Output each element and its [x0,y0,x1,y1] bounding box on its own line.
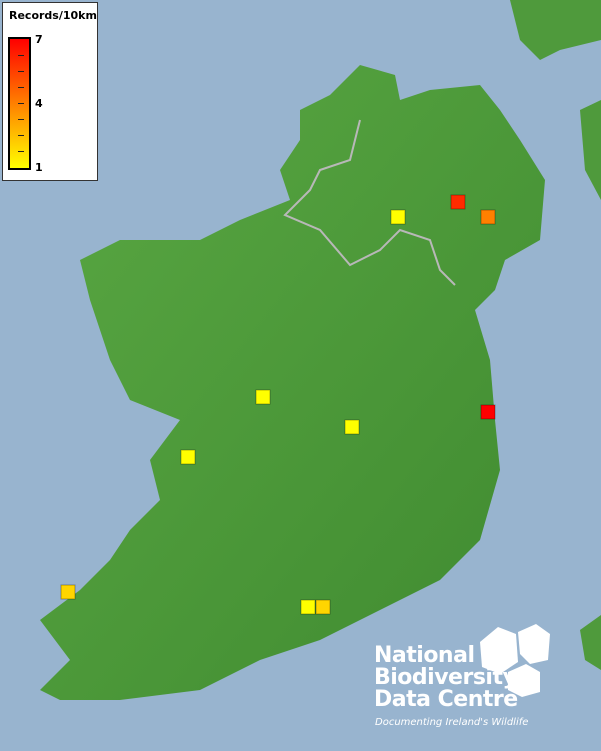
record-square[interactable] [255,389,271,405]
border-line [283,119,456,286]
wales-landmass [580,615,601,670]
record-square[interactable] [300,599,316,615]
logo-line2: Biodiversity [374,665,517,690]
record-square[interactable] [315,599,331,615]
record-square[interactable] [344,419,360,435]
record-square[interactable] [60,584,76,600]
logo-line3: Data Centre [374,687,518,712]
legend-max-label: 7 [35,33,43,46]
legend-tick [18,71,24,72]
legend-tick [18,119,24,120]
legend-tick [18,103,24,104]
scotland-landmass [510,0,601,60]
ireland-landmass [40,65,545,700]
record-square[interactable] [390,209,406,225]
logo-tagline: Documenting Ireland's Wildlife [375,717,529,728]
legend-tick [18,151,24,152]
logo-hexagons-icon [480,624,550,697]
legend-tick [18,135,24,136]
logo-line1: National [374,643,475,668]
record-square[interactable] [450,194,466,210]
record-square[interactable] [480,209,496,225]
legend: Records/10km 7 4 1 [2,2,98,181]
record-square[interactable] [180,449,196,465]
record-square[interactable] [480,404,496,420]
britain-landmass [580,100,601,200]
legend-title: Records/10km [9,9,97,22]
nbdc-logo: National Biodiversity Data Centre [374,645,518,711]
legend-tick [18,87,24,88]
legend-min-label: 1 [35,161,43,174]
legend-tick [18,55,24,56]
legend-mid-label: 4 [35,97,43,110]
